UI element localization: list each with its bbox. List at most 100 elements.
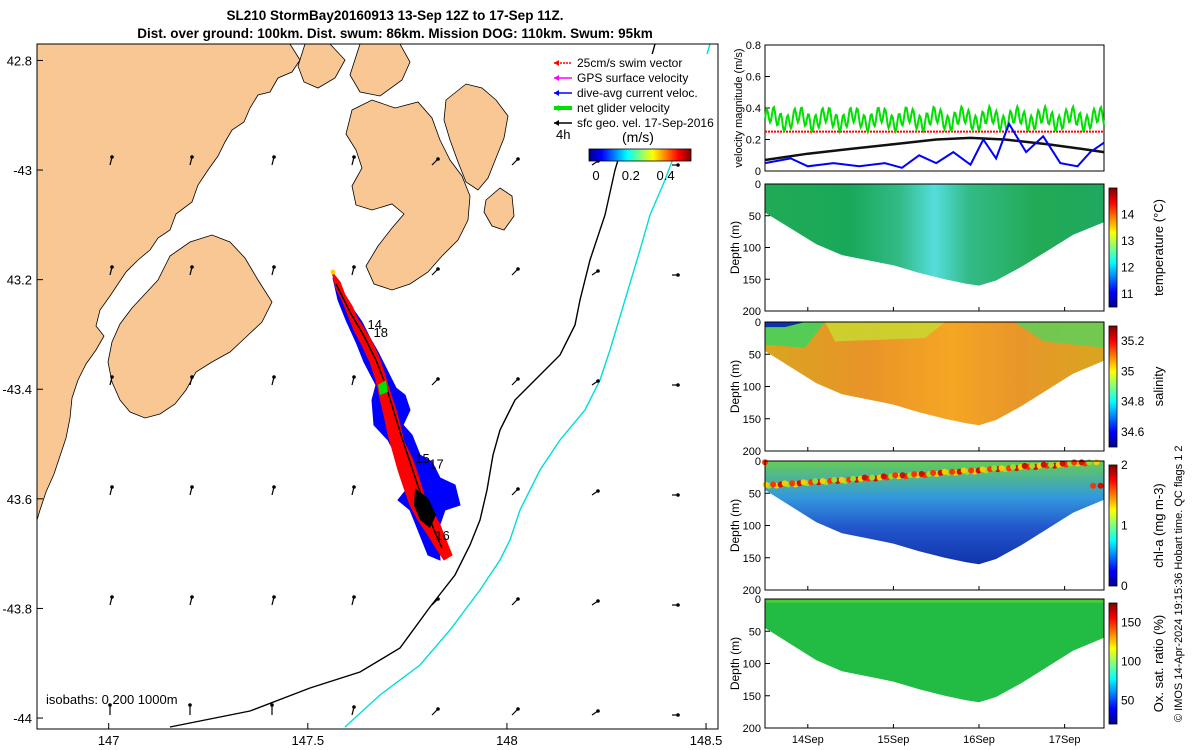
x-tick-label: 148 xyxy=(496,733,518,748)
velocity-arrow-head xyxy=(516,377,520,381)
velocity-arrow-head xyxy=(188,703,192,707)
glider-track xyxy=(330,269,461,561)
depth-tick-label: 50 xyxy=(749,488,761,500)
chla-high-point xyxy=(869,474,876,481)
colorbar-tick-label: 35 xyxy=(1121,364,1135,378)
colorbar-tick-label: 0.4 xyxy=(657,168,675,183)
velocity-arrow xyxy=(109,375,114,386)
velocity-arrow xyxy=(591,489,600,496)
colorbar-tick-label: 100 xyxy=(1121,655,1141,669)
velocity-arrow xyxy=(672,163,680,167)
colorbar-tick-label: 0.2 xyxy=(622,168,640,183)
velocity-y-tick-label: 0.2 xyxy=(746,135,761,147)
chla-high-point xyxy=(991,465,998,472)
y-tick-label: -43 xyxy=(13,163,32,178)
chla-high-point xyxy=(1093,459,1100,466)
legend-label: GPS surface velocity xyxy=(577,71,688,85)
velocity-arrow xyxy=(109,265,114,276)
depth-tick-label: 150 xyxy=(743,553,761,565)
x-tick-label: 147.5 xyxy=(292,733,325,748)
chla-high-point xyxy=(949,468,956,475)
chla-high-point xyxy=(831,476,838,483)
depth-tick-label: 100 xyxy=(743,243,761,255)
velocity-arrow-head xyxy=(110,595,114,599)
chla-high-point xyxy=(918,471,925,477)
chla-high-point xyxy=(1090,482,1097,489)
chla-high-point xyxy=(968,467,975,474)
velocity-arrow-head xyxy=(436,267,440,271)
velocity-arrow xyxy=(672,383,680,387)
depth-tick-label: 0 xyxy=(755,594,761,606)
chla-high-point xyxy=(911,471,918,478)
isobath-200m xyxy=(169,44,656,728)
oxsat-panel: 0 50 100 150 200 Depth (m) 50 100 150 Ox. sat. ra… xyxy=(728,594,1166,735)
velocity-arrow xyxy=(189,485,194,496)
velocity-arrow-head xyxy=(272,265,276,269)
velocity-arrow xyxy=(591,379,600,386)
velocity-arrow-head xyxy=(516,487,520,491)
chla-high-point xyxy=(861,474,868,481)
velocity-arrow-head xyxy=(516,267,520,271)
depth-tick-label: 0 xyxy=(755,179,761,191)
velocity-arrow xyxy=(511,707,520,716)
velocity-arrow xyxy=(351,485,356,496)
legend-arrowhead xyxy=(554,105,559,111)
colorbar-label: Ox. sat. ratio (%) xyxy=(1151,615,1166,713)
swim-vector-track xyxy=(331,271,453,561)
oxsat-panel-data xyxy=(765,599,1104,703)
velocity-arrow xyxy=(511,157,520,166)
chla-high-point xyxy=(838,476,845,483)
day-label: 16 xyxy=(435,528,449,543)
velocity-arrow-head xyxy=(190,375,194,379)
legend-arrowhead xyxy=(554,60,559,66)
velocity-arrow-head xyxy=(596,379,600,383)
depth-tick-label: 100 xyxy=(743,521,761,533)
track-overlap-marker xyxy=(414,488,436,528)
colorbar-tick-label: 1 xyxy=(1121,519,1128,533)
velocity-arrow-head xyxy=(516,157,520,161)
velocity-arrow xyxy=(672,273,680,277)
velocity-arrow xyxy=(189,155,194,166)
velocity-arrow xyxy=(591,599,600,606)
land-mass xyxy=(37,44,515,521)
legend-item: GPS surface velocity xyxy=(554,71,688,85)
depth-tick-label: 0 xyxy=(755,456,761,468)
velocity-arrow-head xyxy=(190,155,194,159)
velocity-arrow-head xyxy=(352,485,356,489)
chla-high-point xyxy=(1086,459,1093,466)
net-glider-velocity-series xyxy=(764,103,1105,135)
velocity-arrow xyxy=(270,703,274,715)
colorbar-tick-label: 50 xyxy=(1121,694,1135,708)
colorbar-tick-label: 14 xyxy=(1121,207,1135,221)
depth-tick-label: 200 xyxy=(743,585,761,597)
salinity-panel: 0 50 100 150 200 Depth (m) 34.6 34.8 35 35.2 salin… xyxy=(728,317,1166,458)
velocity-arrow-head xyxy=(436,377,440,381)
chla-high-point xyxy=(960,467,967,474)
y-tick-label: -43.8 xyxy=(2,601,32,616)
colorbar xyxy=(1108,464,1118,587)
colorbar xyxy=(1108,602,1118,725)
velocity-y-tick-label: 0.8 xyxy=(746,40,761,52)
velocity-arrow-head xyxy=(272,155,276,159)
velocity-arrow xyxy=(431,267,440,276)
velocity-arrow-head xyxy=(272,485,276,489)
velocity-y-tick-label: 0.4 xyxy=(746,103,761,115)
velocity-arrow-head xyxy=(108,703,112,707)
legend-arrowhead xyxy=(554,90,559,96)
velocity-arrow-head xyxy=(676,713,680,717)
velocity-arrow xyxy=(189,595,194,606)
time-tick-label: 15Sep xyxy=(878,734,910,746)
colorbar-tick-label: 0 xyxy=(1121,579,1128,593)
velocity-arrow-head xyxy=(352,265,356,269)
legend-arrowhead xyxy=(554,75,559,81)
depth-tick-label: 150 xyxy=(743,691,761,703)
velocity-arrow xyxy=(189,375,194,386)
legend-item: sfc geo. vel. 17-Sep-2016 xyxy=(554,116,714,130)
net-glider-velocity-marker xyxy=(378,380,388,395)
colorbar-unit: (m/s) xyxy=(622,129,654,145)
chla-high-point xyxy=(998,465,1005,472)
velocity-arrow-head xyxy=(676,603,680,607)
colorbar-tick-label: 12 xyxy=(1121,260,1135,274)
